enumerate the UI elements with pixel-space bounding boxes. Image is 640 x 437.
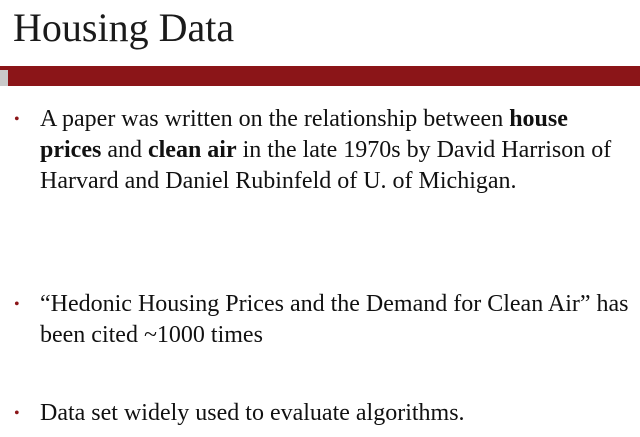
bullet-text-segment: in the late 1970s by David Harrison of H… (40, 137, 612, 194)
bullet-text: Data set widely used to evaluate algorit… (40, 400, 465, 426)
emphasis-house-prices: house prices (40, 106, 568, 163)
title-divider-accent (0, 70, 8, 86)
bullet-item-paper: • A paper was written on the relationshi… (14, 104, 630, 197)
bullet-marker: • (14, 405, 20, 422)
bullet-text: “Hedonic Housing Prices and the Demand f… (40, 291, 629, 348)
bullet-marker: • (14, 296, 20, 313)
bullet-item-dataset: • Data set widely used to evaluate algor… (14, 398, 630, 429)
emphasis-clean-air: clean air (147, 137, 237, 163)
title-divider (0, 66, 640, 86)
bullet-text-segment: and (101, 137, 148, 163)
bullet-text: A paper was written on the relationship … (40, 104, 630, 197)
bullet-marker: • (14, 111, 20, 128)
bullet-item-citation: • “Hedonic Housing Prices and the Demand… (14, 289, 630, 351)
bullet-text-segment: A paper was written on the relationship … (40, 106, 510, 132)
slide-title: Housing Data (13, 5, 235, 50)
